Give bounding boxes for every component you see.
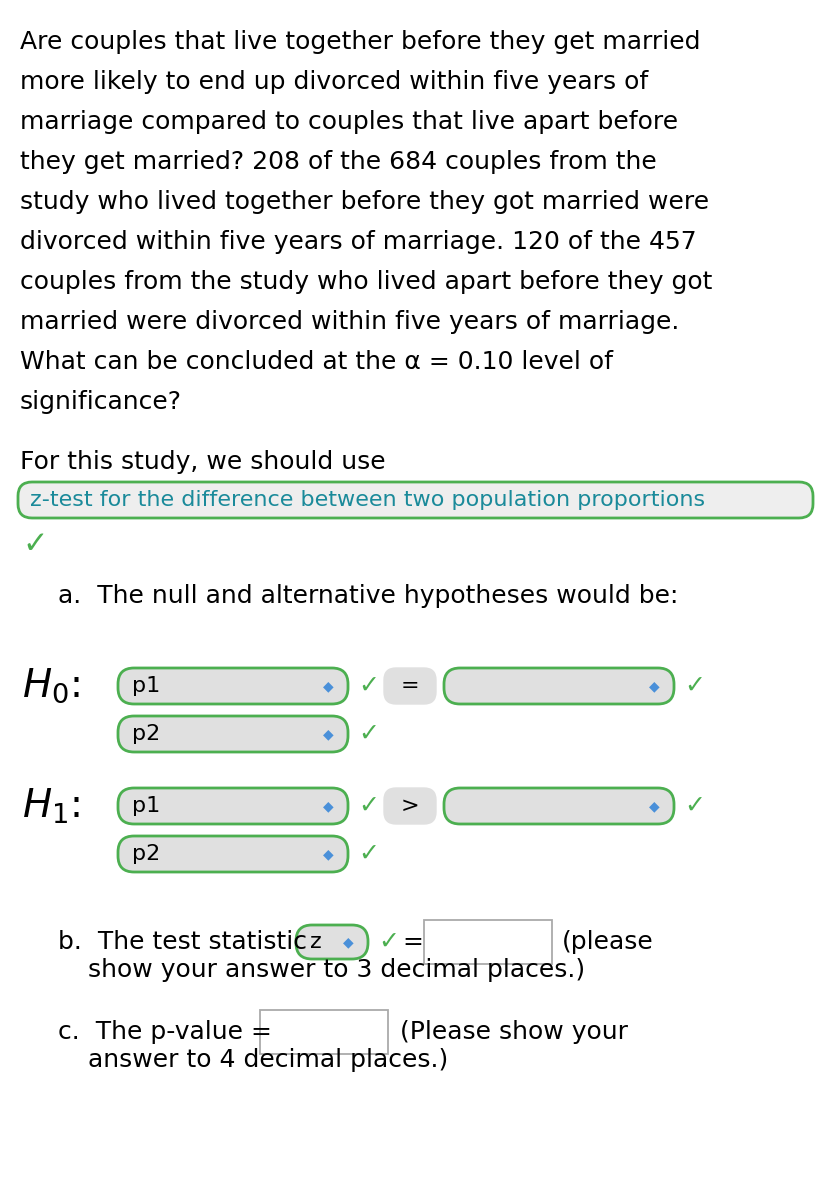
Text: ◆: ◆ xyxy=(322,727,333,740)
Text: ✓: ✓ xyxy=(358,674,379,698)
Text: marriage compared to couples that live apart before: marriage compared to couples that live a… xyxy=(20,110,678,134)
Text: married were divorced within five years of marriage.: married were divorced within five years … xyxy=(20,310,680,334)
Text: divorced within five years of marriage. 120 of the 457: divorced within five years of marriage. … xyxy=(20,230,696,254)
Text: a.  The null and alternative hypotheses would be:: a. The null and alternative hypotheses w… xyxy=(58,584,678,608)
Text: ◆: ◆ xyxy=(649,799,659,814)
Text: ◆: ◆ xyxy=(322,799,333,814)
Text: ◆: ◆ xyxy=(322,679,333,692)
Text: (Please show your: (Please show your xyxy=(400,1020,628,1044)
Text: z: z xyxy=(310,932,322,952)
Text: ✓: ✓ xyxy=(684,674,705,698)
FancyBboxPatch shape xyxy=(118,788,348,824)
FancyBboxPatch shape xyxy=(118,668,348,704)
FancyBboxPatch shape xyxy=(384,668,436,704)
Text: ◆: ◆ xyxy=(342,935,353,949)
Text: p1: p1 xyxy=(132,796,160,816)
Text: b.  The test statistic: b. The test statistic xyxy=(58,930,307,954)
FancyBboxPatch shape xyxy=(444,668,674,704)
Text: ✓: ✓ xyxy=(358,722,379,746)
Text: What can be concluded at the α = 0.10 level of: What can be concluded at the α = 0.10 le… xyxy=(20,350,613,374)
Text: p2: p2 xyxy=(132,844,160,864)
Text: significance?: significance? xyxy=(20,390,182,414)
Text: For this study, we should use: For this study, we should use xyxy=(20,450,386,474)
Text: (please: (please xyxy=(562,930,654,954)
Text: z-test for the difference between two population proportions: z-test for the difference between two po… xyxy=(30,490,706,510)
Text: ◆: ◆ xyxy=(322,847,333,862)
Text: ✓: ✓ xyxy=(358,842,379,866)
Text: they get married? 208 of the 684 couples from the: they get married? 208 of the 684 couples… xyxy=(20,150,656,174)
Text: c.  The p-value =: c. The p-value = xyxy=(58,1020,272,1044)
Bar xyxy=(424,920,552,964)
Text: >: > xyxy=(401,796,420,816)
Text: study who lived together before they got married were: study who lived together before they got… xyxy=(20,190,709,214)
Text: ✓: ✓ xyxy=(22,529,47,558)
Text: ✓: ✓ xyxy=(378,930,399,954)
Text: ◆: ◆ xyxy=(649,679,659,692)
Text: answer to 4 decimal places.): answer to 4 decimal places.) xyxy=(88,1048,448,1072)
Text: p2: p2 xyxy=(132,724,160,744)
Text: =: = xyxy=(401,676,420,696)
Text: =: = xyxy=(402,930,423,954)
Text: couples from the study who lived apart before they got: couples from the study who lived apart b… xyxy=(20,270,712,294)
FancyBboxPatch shape xyxy=(118,716,348,752)
FancyBboxPatch shape xyxy=(384,788,436,824)
Text: Are couples that live together before they get married: Are couples that live together before th… xyxy=(20,30,701,54)
Text: p1: p1 xyxy=(132,676,160,696)
FancyBboxPatch shape xyxy=(18,482,813,518)
Text: more likely to end up divorced within five years of: more likely to end up divorced within fi… xyxy=(20,70,648,94)
Text: show your answer to 3 decimal places.): show your answer to 3 decimal places.) xyxy=(88,958,585,982)
Text: $H_0$:: $H_0$: xyxy=(22,667,80,706)
FancyBboxPatch shape xyxy=(444,788,674,824)
FancyBboxPatch shape xyxy=(296,925,368,959)
Text: ✓: ✓ xyxy=(684,794,705,818)
Bar xyxy=(260,1010,388,1054)
Text: $H_1$:: $H_1$: xyxy=(22,786,80,826)
Text: ✓: ✓ xyxy=(358,794,379,818)
FancyBboxPatch shape xyxy=(118,836,348,872)
